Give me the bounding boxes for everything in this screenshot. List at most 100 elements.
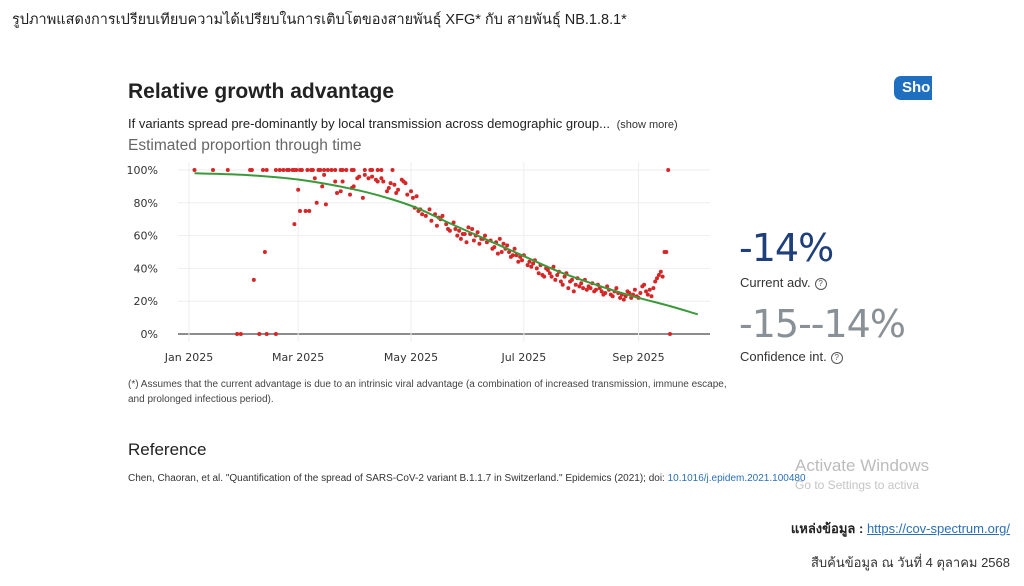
data-point [320,184,325,189]
data-point [632,287,637,292]
data-point [645,292,650,297]
show-more-link[interactable]: (show more) [616,119,678,131]
data-point [531,261,536,266]
data-point [325,168,330,172]
data-point [286,168,291,172]
data-point [471,238,476,243]
data-point [571,289,576,294]
help-icon[interactable]: ? [830,352,843,364]
data-point [340,179,345,184]
data-point [655,276,659,281]
data-point [333,179,338,184]
y-tick-label: 100% [127,164,158,177]
data-point [638,291,643,295]
y-tick-label: 40% [134,262,158,275]
data-point [314,200,319,205]
data-point [555,273,560,277]
data-point [211,168,215,172]
data-point [322,168,327,172]
data-point [394,191,399,195]
x-tick-label: Jul 2025 [500,351,546,364]
proportion-chart: 0% 20% 40% 60% 80% 100% Jan 2025 Mar 2025 May 2… [127,162,710,364]
data-point [551,264,556,269]
data-point [647,287,652,292]
data-point [396,187,401,192]
panel-title: Relative growth advantage [128,80,395,103]
data-point [257,332,262,336]
data-point [516,259,521,264]
data-point [666,168,671,172]
data-point [344,168,349,172]
chart-title: Estimated proportion through time [128,137,362,154]
x-tick-label: Mar 2025 [272,351,324,364]
y-tick-label: 80% [134,197,158,210]
x-tick-label: Jan 2025 [164,351,213,364]
y-tick-label: 20% [134,295,158,308]
data-point [447,228,452,233]
data-point [385,189,389,194]
source-line: แหล่งข้อมูล : https://cov-spectrum.org/ [791,518,1010,539]
data-point [192,168,197,172]
data-point [273,168,278,172]
data-point [379,168,384,172]
data-point [312,176,317,181]
data-point [579,281,584,286]
data-point [525,263,530,268]
data-point [570,277,574,282]
source-label: แหล่งข้อมูล : [790,521,864,536]
data-point [423,213,428,218]
data-point [429,218,434,223]
data-point [251,277,256,282]
data-point [542,274,547,279]
query-date: สืบค้นข้อมูล ณ วันที่ 4 ตุลาคม 2568 [811,555,1010,570]
data-point [653,279,658,284]
data-point [505,243,510,248]
data-point [277,168,282,172]
show-button[interactable]: Sho [894,76,932,100]
source-link[interactable]: https://cov-spectrum.org/ [866,521,1010,536]
y-tick-label: 0% [141,328,158,341]
activate-windows-watermark: Activate Windows [795,456,930,475]
data-point [466,225,471,230]
data-point [299,168,304,172]
data-point [322,172,327,177]
slide-title: รูปภาพแสดงการเปรียบเทียบความได้เปรียบในก… [12,12,627,28]
data-point [577,284,582,289]
data-point [264,168,269,172]
data-point [458,236,463,241]
data-point [303,209,308,213]
data-point [603,291,608,295]
data-point [642,282,647,287]
data-point [370,168,375,172]
data-point [614,286,619,291]
data-point [477,241,482,246]
data-point [566,286,571,291]
current-advantage-label-text: Current adv. [740,275,811,290]
data-point [390,168,395,172]
data-point [562,274,567,279]
confidence-interval-label: Confidence int.? [740,349,843,364]
data-point [581,286,586,291]
data-point [379,176,384,181]
data-point [375,179,380,184]
x-tick-label: May 2025 [384,351,438,364]
data-point [560,282,565,287]
data-point [573,282,578,287]
growth-advantage-panel: Relative growth advantage If variants sp… [110,70,932,495]
y-tick-label: 60% [134,230,158,243]
reference-doi-link[interactable]: 10.1016/j.epidem.2021.100480 [667,473,806,484]
data-point [644,289,648,294]
data-point [262,250,267,254]
data-point [455,233,460,238]
current-advantage-label: Current adv.? [740,275,827,290]
footnote: (*) Assumes that the current advantage i… [128,379,727,405]
help-icon[interactable]: ? [814,278,827,290]
data-point [501,241,506,246]
data-point [610,294,615,299]
data-point [658,269,663,274]
data-point [305,168,310,172]
data-point [427,207,432,212]
data-point [553,277,558,282]
data-point [370,174,375,179]
data-point [510,253,515,258]
